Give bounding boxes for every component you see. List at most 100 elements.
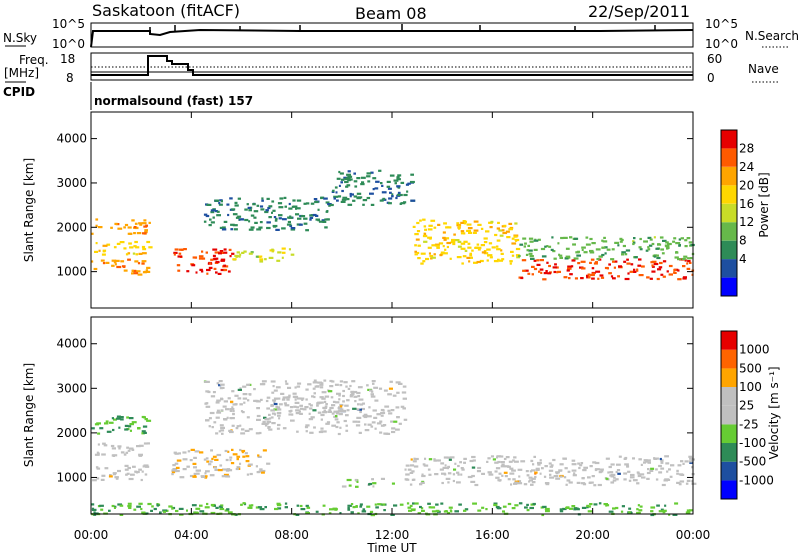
- velocity-cell: [638, 458, 642, 461]
- velocity-cell: [627, 470, 631, 473]
- power-cell: [625, 249, 631, 252]
- power-cell: [259, 260, 264, 263]
- x-tick-label: 00:00: [74, 528, 109, 542]
- velocity-cell: [96, 477, 100, 480]
- velocity-cell: [512, 459, 515, 462]
- velocity-cell: [405, 473, 410, 476]
- velocity-cell: [182, 468, 187, 471]
- velocity-cell: [116, 417, 121, 420]
- power-ytick-label: 3000: [56, 176, 87, 190]
- velocity-cell: [342, 400, 345, 403]
- power-cbar-swatch: [721, 259, 737, 278]
- power-cell: [688, 261, 692, 264]
- velocity-cell: [194, 450, 200, 453]
- velocity-cell: [96, 467, 101, 470]
- velocity-cell: [344, 404, 349, 407]
- cpid-value: normalsound (fast) 157: [94, 94, 253, 108]
- velocity-cbar-swatch: [721, 424, 737, 443]
- power-cell: [303, 222, 308, 225]
- velocity-cell: [281, 398, 286, 401]
- velocity-cell: [189, 459, 193, 462]
- velocity-cell: [277, 414, 281, 417]
- velocity-cell: [356, 480, 359, 483]
- velocity-cbar-swatch: [721, 405, 737, 425]
- velocity-cell: [331, 404, 336, 407]
- velocity-cell: [213, 504, 216, 507]
- power-cell: [120, 260, 125, 263]
- power-cell: [347, 175, 353, 178]
- power-cell: [335, 191, 338, 194]
- velocity-cell: [402, 407, 406, 410]
- power-cell: [576, 254, 581, 257]
- power-cell: [121, 265, 126, 268]
- velocity-cell: [127, 505, 132, 508]
- velocity-cell: [299, 504, 303, 508]
- power-cell: [146, 240, 151, 244]
- velocity-cell: [259, 469, 263, 472]
- velocity-cell: [423, 464, 429, 467]
- power-cell: [546, 261, 549, 264]
- velocity-cell: [366, 505, 371, 508]
- velocity-cell: [103, 444, 108, 447]
- power-cell: [382, 197, 386, 200]
- power-cell: [599, 274, 604, 277]
- power-cell: [205, 214, 210, 218]
- power-cell: [119, 241, 125, 244]
- power-cell: [116, 242, 121, 245]
- power-cell: [340, 178, 345, 181]
- velocity-cell: [265, 399, 269, 403]
- power-cell: [235, 255, 238, 258]
- velocity-cell: [448, 506, 453, 509]
- power-cell: [141, 222, 147, 225]
- power-cell: [678, 238, 681, 241]
- power-cell: [591, 267, 595, 270]
- velocity-cell: [250, 504, 254, 507]
- power-cell: [686, 267, 691, 270]
- velocity-cell: [636, 482, 640, 485]
- velocity-cell: [548, 469, 554, 472]
- velocity-cell: [387, 393, 392, 396]
- power-cell: [439, 254, 443, 257]
- power-cell: [687, 260, 691, 263]
- velocity-cell: [296, 385, 301, 388]
- velocity-cell: [650, 506, 656, 509]
- velocity-cell: [637, 472, 640, 475]
- velocity-cell: [256, 414, 261, 418]
- velocity-ytick-label: 3000: [56, 381, 87, 395]
- velocity-cell: [220, 504, 224, 507]
- velocity-cell: [374, 503, 377, 506]
- velocity-cell: [346, 409, 350, 412]
- power-cell: [690, 257, 693, 260]
- power-cell: [660, 273, 664, 276]
- power-cell: [469, 254, 473, 257]
- power-cell: [501, 229, 505, 232]
- velocity-cell: [514, 504, 519, 507]
- velocity-cell: [349, 395, 353, 398]
- velocity-cell: [435, 459, 439, 462]
- velocity-cell: [211, 457, 214, 460]
- velocity-cell: [270, 380, 276, 383]
- velocity-cell: [91, 507, 95, 510]
- power-cell: [570, 265, 574, 268]
- velocity-cell: [239, 424, 242, 427]
- velocity-cell: [95, 466, 99, 469]
- velocity-cell: [563, 457, 567, 460]
- velocity-cell: [93, 511, 96, 514]
- power-cell: [586, 274, 590, 277]
- velocity-cbar-swatch: [721, 480, 737, 499]
- velocity-cell: [345, 424, 348, 427]
- velocity-cell: [534, 471, 538, 474]
- power-cell: [232, 213, 238, 216]
- velocity-cell: [488, 473, 494, 476]
- velocity-cell: [118, 426, 121, 429]
- velocity-cell: [240, 432, 246, 435]
- velocity-cell: [225, 475, 231, 478]
- velocity-cell: [299, 412, 303, 415]
- velocity-cell: [304, 426, 309, 429]
- power-cell: [629, 270, 634, 273]
- power-cell: [198, 257, 204, 260]
- velocity-cell: [212, 391, 216, 394]
- velocity-cell: [143, 431, 147, 434]
- velocity-cell: [273, 397, 278, 400]
